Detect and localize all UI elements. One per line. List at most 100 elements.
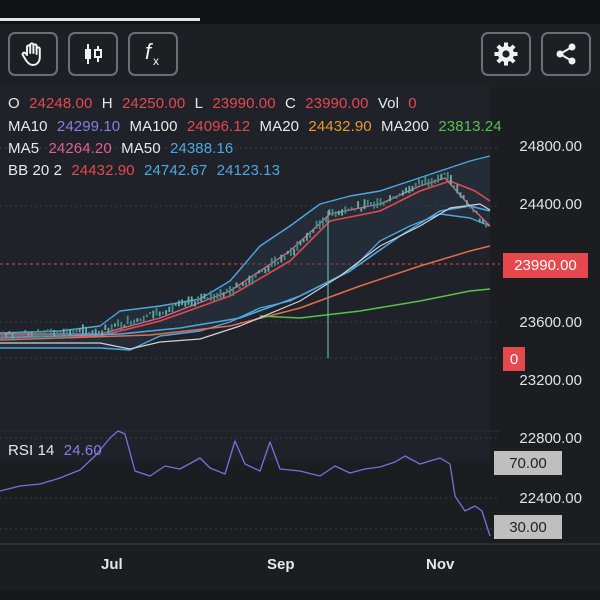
function-icon: f x [145,39,159,68]
candle [254,274,257,278]
candle [59,332,62,338]
candle [242,281,244,286]
ohlc-legend: O 24248.00 H 24250.00 L 23990.00 C 23990… [8,95,422,112]
bb-lower-value: 24123.13 [216,162,281,179]
price-tick: 24800.00 [519,138,582,155]
candle [85,326,87,335]
bb-label: BB 20 2 [8,162,63,179]
candle [232,287,235,296]
candle [341,209,343,216]
candle [126,315,129,325]
indicators-button[interactable]: f x [128,32,178,76]
candle [37,328,39,339]
candle [158,311,161,317]
rsi-upper-tag: 70.00 [494,451,562,475]
candle [411,185,414,192]
candle [114,323,116,327]
candle [21,330,23,338]
candle [363,199,366,210]
share-button[interactable] [541,32,591,76]
current-price-tag: 23990.00 [503,253,588,278]
candle [56,331,59,339]
time-tick: Sep [267,556,295,573]
candle [405,187,407,194]
candle [91,330,94,334]
candle [251,275,254,285]
candle [478,218,481,223]
chart-type-button[interactable] [68,32,118,76]
candle [309,231,311,238]
high-value: 24250.00 [121,95,186,112]
candle [43,330,46,339]
bollinger-upper-line [0,155,491,334]
candle [190,296,193,307]
candle [142,315,145,323]
drawing-tool-button[interactable] [8,32,58,76]
candle [472,209,475,213]
candle [277,261,279,265]
svg-text:x: x [153,54,159,68]
candle [430,178,433,187]
candle [459,192,462,198]
candle [206,297,209,300]
candle [366,199,369,207]
candle [334,211,337,217]
candle [462,195,465,199]
loading-progress-bar [0,18,200,21]
candlestick-icon [85,44,102,64]
candle [306,232,308,241]
candle [187,296,190,305]
candle [344,206,347,214]
low-value: 23990.00 [212,95,276,112]
candle [370,202,372,207]
candle [408,185,411,194]
ma10-label: MA10 [8,118,48,135]
candle [248,275,251,284]
candle [40,331,43,338]
candle [155,307,158,316]
candle [418,178,420,185]
candle [168,306,171,313]
candle [149,312,151,315]
open-value: 24248.00 [29,95,93,112]
candle [427,179,430,187]
time-tick: Nov [426,556,455,573]
candle [27,332,30,336]
rsi-label: RSI 14 [8,442,55,459]
candle [235,282,238,288]
candle [424,176,427,185]
candle [382,201,385,206]
candle [75,328,78,333]
candle [197,296,199,303]
ma100-line [0,245,491,341]
candle [88,331,91,334]
share-icon [556,43,576,65]
candle [331,208,334,216]
candle [286,250,289,255]
current-price-value: 23990.00 [514,257,577,274]
volume-tag: 0 [503,347,525,371]
ma20-label: MA20 [259,118,300,135]
candle [469,205,471,209]
candle [290,247,292,256]
price-chart[interactable] [0,86,600,600]
candle [213,294,215,302]
price-tick: 24400.00 [519,196,582,213]
candle [222,292,225,298]
candle [53,330,55,337]
candle [270,257,273,268]
candle [94,328,97,337]
hand-icon [21,42,41,66]
candle [69,329,71,336]
candle [46,329,49,332]
settings-button[interactable] [481,32,531,76]
candle [24,330,27,333]
candle [245,281,247,287]
candle [453,185,455,189]
ma200-label: MA200 [381,118,430,135]
bollinger-legend: BB 20 2 24432.90 24742.67 24123.13 [8,162,285,179]
ma-legend-row1: MA10 24299.10 MA100 24096.12 MA20 24432.… [8,118,507,135]
candle [98,330,100,333]
bb-mid-value: 24432.90 [71,162,135,179]
rsi-lower-value: 30.00 [509,518,547,536]
